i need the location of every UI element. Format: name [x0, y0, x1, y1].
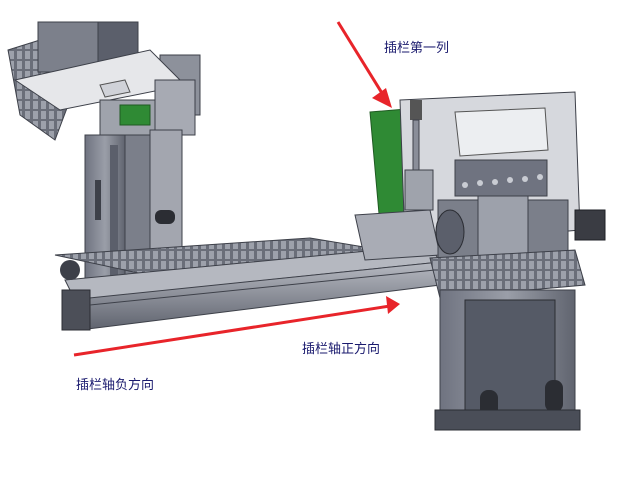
negative-direction-label: 插栏轴负方向 — [76, 378, 155, 393]
arrow-positive-direction-head — [386, 296, 400, 314]
annotation-arrows — [73, 21, 400, 357]
positive-direction-label: 插栏轴正方向 — [302, 342, 381, 357]
arrow-first-column — [336, 21, 387, 99]
right-pedestal — [429, 195, 606, 431]
arrow-positive-direction — [73, 304, 391, 357]
first-column-label: 插栏第一列 — [384, 41, 450, 56]
arrow-first-column-head — [372, 88, 392, 108]
axis-rail — [54, 237, 441, 331]
